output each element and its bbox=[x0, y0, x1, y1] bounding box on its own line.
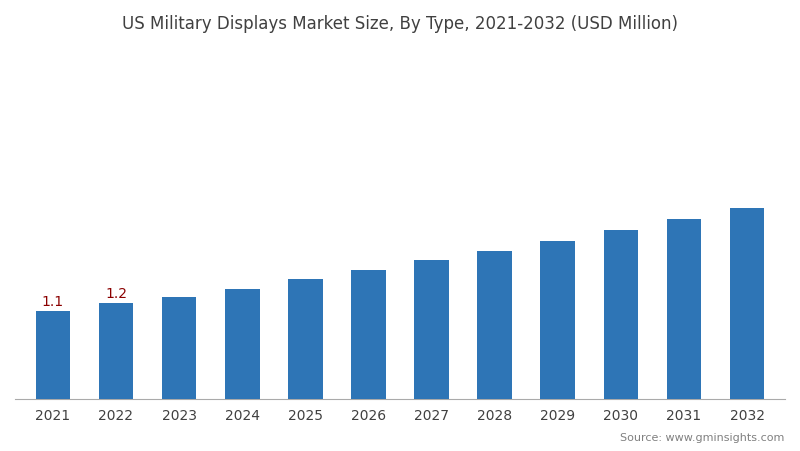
Bar bbox=[541, 242, 575, 399]
Bar bbox=[162, 297, 197, 399]
Bar bbox=[414, 261, 449, 399]
Text: 1.2: 1.2 bbox=[105, 286, 127, 300]
Text: Source: www.gminsights.com: Source: www.gminsights.com bbox=[620, 432, 784, 442]
Bar bbox=[351, 270, 386, 399]
Title: US Military Displays Market Size, By Type, 2021-2032 (USD Million): US Military Displays Market Size, By Typ… bbox=[122, 15, 678, 33]
Text: 1.1: 1.1 bbox=[42, 295, 64, 308]
Bar bbox=[603, 230, 638, 399]
Bar bbox=[98, 304, 134, 399]
Bar bbox=[478, 251, 512, 399]
Bar bbox=[666, 220, 702, 399]
Bar bbox=[225, 290, 259, 399]
Bar bbox=[288, 280, 322, 399]
Bar bbox=[730, 208, 765, 399]
Bar bbox=[35, 312, 70, 399]
